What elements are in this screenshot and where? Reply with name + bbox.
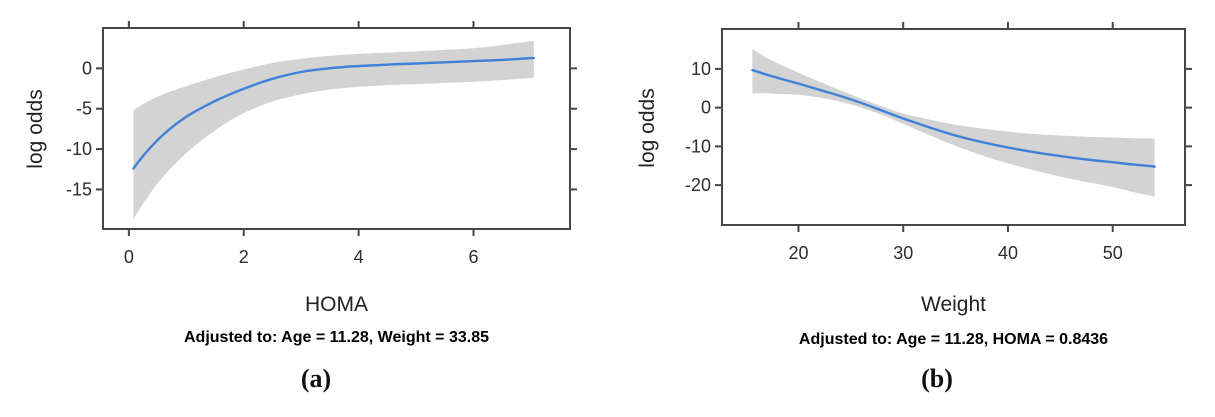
- chart-canvas-a: 0 2 4 6 0 -5 -10 -15: [66, 21, 577, 267]
- x-tick-label: 0: [124, 247, 134, 267]
- x-tick-label: 2: [239, 247, 249, 267]
- y-tick-label: 10: [691, 59, 711, 79]
- y-tick-label: -15: [66, 179, 92, 199]
- y-axis-label-a: log odds: [24, 89, 47, 169]
- confidence-band: [752, 49, 1155, 197]
- x-axis-label-a: HOMA: [305, 293, 368, 316]
- y-tick-label: -10: [66, 139, 92, 159]
- adjustment-note-a: Adjusted to: Age = 11.28, Weight = 33.85: [184, 329, 489, 346]
- x-tick-label: 6: [468, 247, 478, 267]
- panel-a: 0 2 4 6 0 -5 -10 -15 log odds HOMA Adjusted to:…: [0, 0, 607, 417]
- adjustment-note-b: Adjusted to: Age = 11.28, HOMA = 0.8436: [798, 331, 1109, 348]
- x-axis-label-b: Weight: [921, 293, 986, 316]
- y-axis-label-b: log odds: [636, 88, 659, 168]
- y-tick-label: -10: [685, 136, 711, 156]
- panel-label-a: (a): [300, 364, 332, 393]
- plot-area: [132, 40, 535, 220]
- plot-area: [751, 49, 1156, 197]
- plot-frame: [721, 28, 1186, 226]
- chart-canvas-b: 20 30 40 50 10 0 -10 -20: [685, 22, 1192, 263]
- x-tick-label: 20: [788, 243, 808, 263]
- x-tick-label: 30: [893, 243, 913, 263]
- x-tick-label: 40: [998, 243, 1018, 263]
- fit-line: [751, 68, 1156, 168]
- y-tick-label: -20: [685, 175, 711, 195]
- panel-b: 20 30 40 50 10 0 -10 -20 log odds Weight Adjust…: [608, 0, 1215, 417]
- y-tick-label: 0: [82, 58, 92, 78]
- y-tick-label: 0: [701, 98, 711, 118]
- panel-label-b: (b): [921, 364, 953, 393]
- x-tick-label: 4: [354, 247, 364, 267]
- y-tick-label: -5: [76, 99, 92, 119]
- fit-line: [132, 56, 535, 170]
- plot-frame: [102, 27, 571, 230]
- confidence-band: [133, 40, 534, 220]
- x-tick-label: 50: [1103, 243, 1123, 263]
